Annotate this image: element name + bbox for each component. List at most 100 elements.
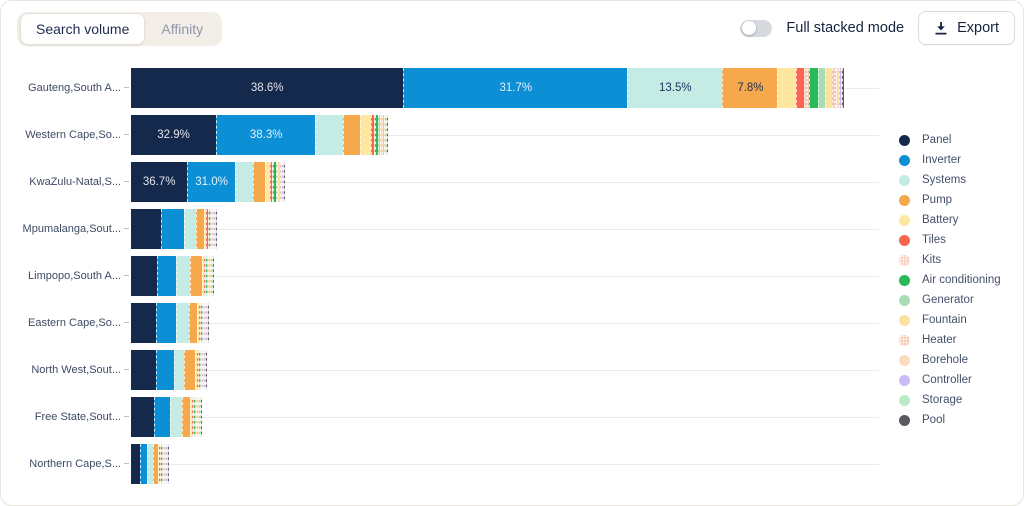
legend-item-systems[interactable]: Systems	[899, 170, 1001, 190]
bar-segment-battery[interactable]	[204, 208, 207, 249]
tab-affinity[interactable]: Affinity	[161, 21, 204, 37]
bar-segment-tiles[interactable]	[203, 255, 205, 296]
bar-segment-storage[interactable]	[215, 208, 217, 249]
bar-segment-kits[interactable]	[803, 67, 810, 108]
bar-segment-systems[interactable]	[176, 255, 191, 296]
bar-segment-battery[interactable]	[201, 255, 204, 296]
bar-segment-kits[interactable]	[193, 396, 194, 437]
bar-segment-battery[interactable]	[195, 349, 197, 390]
bar-segment-panel[interactable]: 36.7%	[131, 161, 188, 202]
bar-segment-battery[interactable]	[264, 161, 270, 202]
legend-item-heater[interactable]: Heater	[899, 330, 1001, 350]
bar-segment-generator[interactable]	[377, 114, 380, 155]
bar-segment-tiles[interactable]	[196, 349, 198, 390]
bar-segment-kits[interactable]	[197, 349, 199, 390]
bar-segment-tiles[interactable]	[198, 302, 200, 343]
bar-segment-storage[interactable]	[283, 161, 285, 202]
bar-segment-pump[interactable]	[181, 396, 191, 437]
bar-segment-inverter[interactable]	[161, 208, 184, 249]
legend-item-borehole[interactable]: Borehole	[899, 350, 1001, 370]
bar-segment-pool[interactable]	[206, 349, 208, 390]
bar-segment-air-conditioning[interactable]	[208, 208, 211, 249]
bar-segment-battery[interactable]	[158, 443, 160, 484]
bar-segment-air-conditioning[interactable]	[161, 443, 163, 484]
bar-segment-storage[interactable]	[206, 302, 208, 343]
bar-segment-controller[interactable]	[211, 255, 213, 296]
bar-segment-panel[interactable]	[131, 255, 158, 296]
bar-segment-fountain[interactable]	[211, 208, 213, 249]
bar-segment-heater[interactable]	[832, 67, 836, 108]
bar-segment-controller[interactable]	[199, 396, 201, 437]
tab-search-volume[interactable]: Search volume	[20, 13, 146, 45]
legend-item-air-conditioning[interactable]: Air conditioning	[899, 270, 1001, 290]
bar-segment-inverter[interactable]	[153, 396, 171, 437]
bar-segment-pump[interactable]	[188, 302, 198, 343]
bar-segment-fountain[interactable]	[379, 114, 383, 155]
bar-segment-controller[interactable]	[214, 208, 216, 249]
bar-segment-systems[interactable]	[315, 114, 343, 155]
bar-segment-pump[interactable]	[190, 255, 202, 296]
bar-segment-generator[interactable]	[275, 161, 278, 202]
legend-item-tiles[interactable]: Tiles	[899, 230, 1001, 250]
bar-segment-panel[interactable]: 38.6%	[131, 67, 404, 108]
export-button[interactable]: Export	[918, 11, 1015, 45]
bar-segment-systems[interactable]: 13.5%	[627, 67, 723, 108]
bar-segment-pump[interactable]	[184, 349, 196, 390]
bar-segment-inverter[interactable]: 31.0%	[187, 161, 235, 202]
bar-segment-controller[interactable]	[282, 161, 284, 202]
bar-segment-heater[interactable]	[197, 396, 199, 437]
bar-segment-fountain[interactable]	[196, 396, 198, 437]
bar-segment-panel[interactable]: 32.9%	[131, 114, 217, 155]
bar-segment-borehole[interactable]	[198, 396, 200, 437]
bar-segment-borehole[interactable]	[213, 208, 215, 249]
bar-segment-systems[interactable]	[176, 302, 189, 343]
bar-segment-borehole[interactable]	[204, 302, 206, 343]
full-stacked-toggle[interactable]	[740, 19, 773, 37]
legend-item-controller[interactable]: Controller	[899, 370, 1001, 390]
bar-segment-inverter[interactable]: 38.3%	[216, 114, 316, 155]
bar-segment-systems[interactable]	[183, 208, 196, 249]
bar-segment-pump[interactable]	[153, 443, 159, 484]
bar-segment-inverter[interactable]	[157, 255, 177, 296]
bar-segment-pump[interactable]: 7.8%	[722, 67, 778, 108]
bar-segment-systems[interactable]	[147, 443, 154, 484]
bar-segment-fountain[interactable]	[208, 255, 210, 296]
bar-segment-panel[interactable]	[131, 302, 156, 343]
bar-segment-tiles[interactable]	[371, 114, 374, 155]
bar-segment-pump[interactable]	[342, 114, 361, 155]
bar-segment-inverter[interactable]	[155, 349, 174, 390]
bar-segment-pool[interactable]	[168, 443, 170, 484]
legend-item-fountain[interactable]: Fountain	[899, 310, 1001, 330]
legend-item-storage[interactable]: Storage	[899, 390, 1001, 410]
bar-segment-air-conditioning[interactable]	[200, 302, 202, 343]
bar-segment-heater[interactable]	[164, 443, 166, 484]
legend-item-panel[interactable]: Panel	[899, 130, 1001, 150]
bar-segment-borehole[interactable]	[384, 114, 386, 155]
bar-segment-controller[interactable]	[204, 349, 206, 390]
bar-segment-storage[interactable]	[205, 349, 207, 390]
bar-segment-heater[interactable]	[382, 114, 385, 155]
bar-segment-heater[interactable]	[202, 349, 204, 390]
bar-segment-tiles[interactable]	[159, 443, 161, 484]
bar-segment-borehole[interactable]	[210, 255, 212, 296]
bar-segment-pool[interactable]	[842, 67, 844, 108]
bar-segment-pool[interactable]	[216, 208, 218, 249]
bar-segment-fountain[interactable]	[824, 67, 833, 108]
bar-segment-generator[interactable]	[199, 349, 202, 390]
bar-segment-generator[interactable]	[162, 443, 164, 484]
bar-segment-storage[interactable]	[167, 443, 169, 484]
legend-item-battery[interactable]: Battery	[899, 210, 1001, 230]
bar-segment-battery[interactable]	[360, 114, 372, 155]
bar-segment-generator[interactable]	[201, 302, 203, 343]
bar-segment-controller[interactable]	[166, 443, 168, 484]
bar-segment-kits[interactable]	[204, 255, 206, 296]
legend-item-kits[interactable]: Kits	[899, 250, 1001, 270]
bar-segment-controller[interactable]	[838, 67, 841, 108]
bar-segment-storage[interactable]	[386, 114, 388, 155]
bar-segment-tiles[interactable]	[795, 67, 804, 108]
bar-segment-storage[interactable]	[840, 67, 843, 108]
bar-segment-generator[interactable]	[210, 208, 212, 249]
bar-segment-generator[interactable]	[207, 255, 209, 296]
bar-segment-storage[interactable]	[212, 255, 214, 296]
bar-segment-inverter[interactable]: 31.7%	[403, 67, 628, 108]
